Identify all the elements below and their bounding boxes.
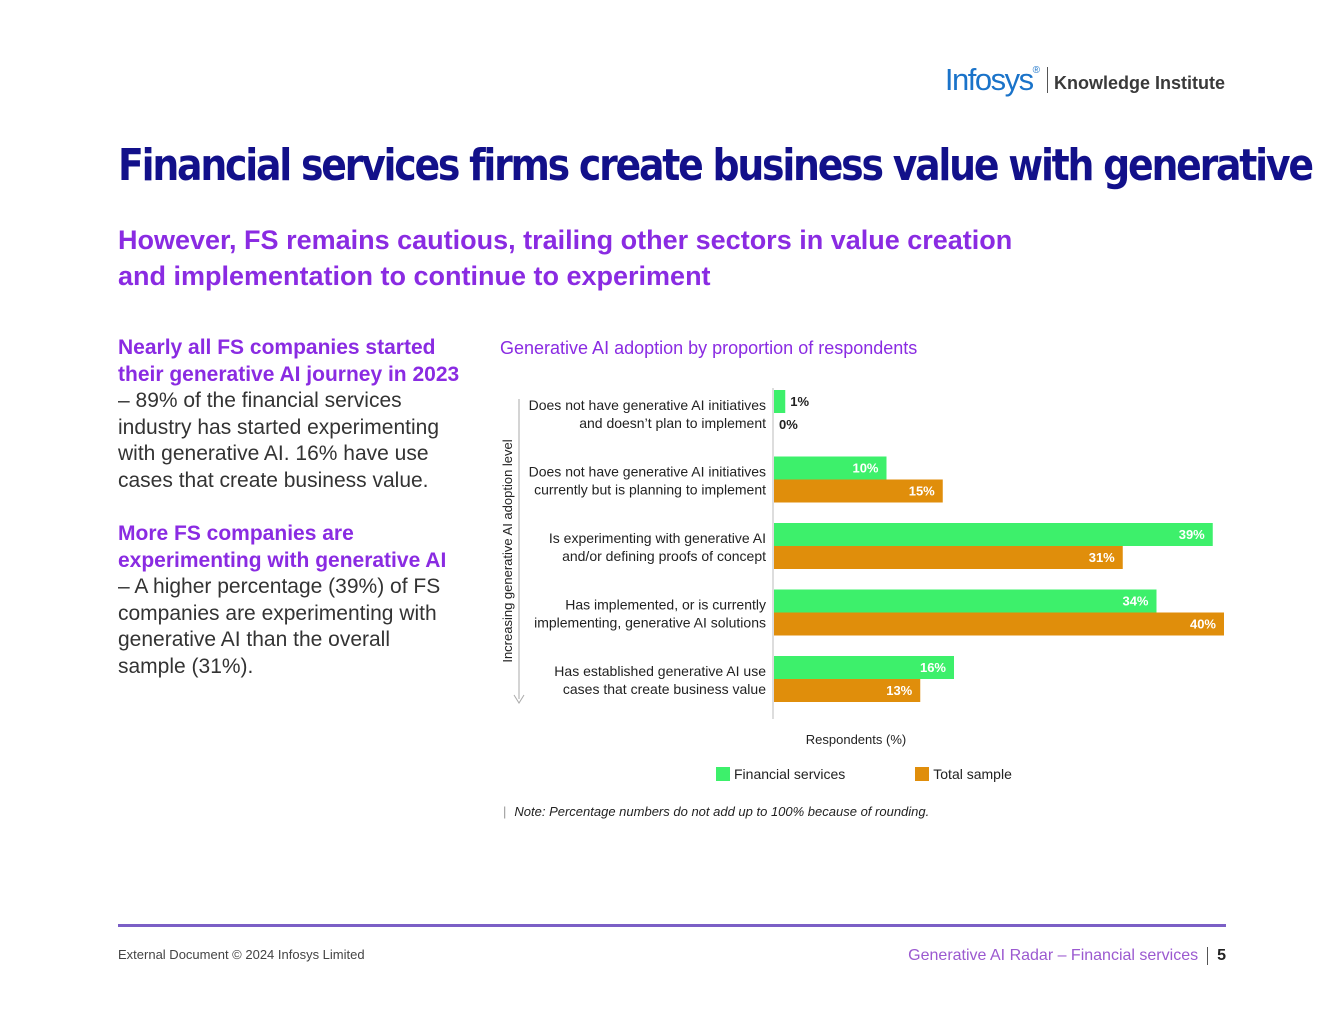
footer-report-name: Generative AI Radar – Financial services (908, 947, 1199, 964)
category-label-5-line-1: Has established generative AI use (554, 663, 766, 679)
bar-total-sample-3 (774, 546, 1123, 569)
page-subtitle: However, FS remains cautious, trailing o… (118, 222, 1038, 294)
bar-financial-services-1 (774, 390, 786, 413)
category-label-3-line-1: Is experimenting with generative AI (549, 530, 766, 546)
bar-total-sample-2 (774, 479, 943, 503)
summary-paragraph-1: Nearly all FS companies started their ge… (118, 335, 463, 494)
bar-financial-services-4 (774, 589, 1157, 613)
note-text: Note: Percentage numbers do not add up t… (514, 804, 930, 819)
category-label-4-line-1: Has implemented, or is currently (565, 597, 766, 613)
summary-text: Nearly all FS companies started their ge… (118, 335, 463, 707)
legend-label-total-sample: Total sample (933, 766, 1012, 782)
data-label-financial-services-3: 39% (1179, 527, 1205, 542)
category-label-1-line-1: Does not have generative AI initiatives (529, 397, 766, 413)
data-label-total-sample-2: 15% (909, 484, 935, 499)
division-name: Knowledge Institute (1054, 72, 1225, 93)
y-axis-arrow-head (513, 694, 525, 704)
logo-divider (1047, 67, 1048, 93)
chart-title: Generative AI adoption by proportion of … (500, 338, 918, 358)
category-label-2-line-2: currently but is planning to implement (534, 482, 766, 498)
brand-name: Infosys (944, 62, 1034, 97)
category-label-2-line-1: Does not have generative AI initiatives (529, 464, 766, 480)
category-label-3-line-2: and/or defining proofs of concept (562, 548, 766, 564)
legend-swatch-financial-services (716, 767, 730, 781)
category-label-5-line-2: cases that create business value (563, 681, 766, 697)
category-label-1-line-2: and doesn’t plan to implement (579, 415, 766, 431)
x-axis-label: Respondents (%) (806, 732, 906, 747)
footer-divider (118, 924, 1226, 927)
note-marker: | (503, 804, 507, 819)
data-label-total-sample-4: 40% (1190, 617, 1216, 632)
data-label-total-sample-5: 13% (886, 683, 912, 698)
subtitle-line-1: However, FS remains cautious, trailing o… (118, 225, 1013, 255)
summary-body-2: – A higher percentage (39%) of FS compan… (118, 575, 441, 678)
summary-highlight-2: More FS companies are experimenting with… (118, 522, 447, 572)
summary-paragraph-2: More FS companies are experimenting with… (118, 521, 463, 680)
category-label-4-line-2: implementing, generative AI solutions (534, 615, 766, 631)
footer-separator (1207, 947, 1209, 965)
legend-item-total-sample: Total sample (915, 766, 1012, 782)
bar-financial-services-2 (774, 456, 887, 480)
bar-financial-services-3 (774, 523, 1213, 546)
page-number: 5 (1217, 947, 1226, 964)
bar-financial-services-5 (774, 656, 954, 679)
legend-label-financial-services: Financial services (734, 766, 846, 782)
adoption-bar-chart: Increasing generative AI adoption level D… (500, 388, 1224, 747)
y-axis-label: Increasing generative AI adoption level (500, 439, 515, 662)
legend-item-financial-services: Financial services (716, 766, 845, 782)
summary-highlight-1: Nearly all FS companies started their ge… (118, 336, 460, 386)
chart-note: | Note: Percentage numbers do not add up … (503, 804, 929, 819)
data-label-total-sample-3: 31% (1089, 550, 1115, 565)
footer-report-info: Generative AI Radar – Financial services… (908, 947, 1226, 965)
summary-body-1: – 89% of the financial services industry… (118, 389, 439, 492)
data-label-financial-services-5: 16% (920, 660, 946, 675)
chart-legend: Financial services Total sample (716, 766, 1012, 782)
subtitle-line-2: and implementation to continue to experi… (118, 261, 711, 291)
data-label-total-sample-1: 0% (779, 417, 798, 432)
footer-copyright: External Document © 2024 Infosys Limited (118, 947, 365, 962)
infosys-logo: Infosys ® Knowledge Institute (945, 62, 1225, 98)
registered-mark: ® (1032, 64, 1040, 76)
bar-total-sample-5 (774, 679, 921, 702)
bar-total-sample-4 (774, 612, 1224, 636)
legend-swatch-total-sample (915, 767, 930, 781)
data-label-financial-services-1: 1% (790, 394, 809, 409)
data-label-financial-services-4: 34% (1122, 594, 1148, 609)
data-label-financial-services-2: 10% (852, 461, 878, 476)
page-title: Financial services firms create business… (118, 140, 1320, 191)
